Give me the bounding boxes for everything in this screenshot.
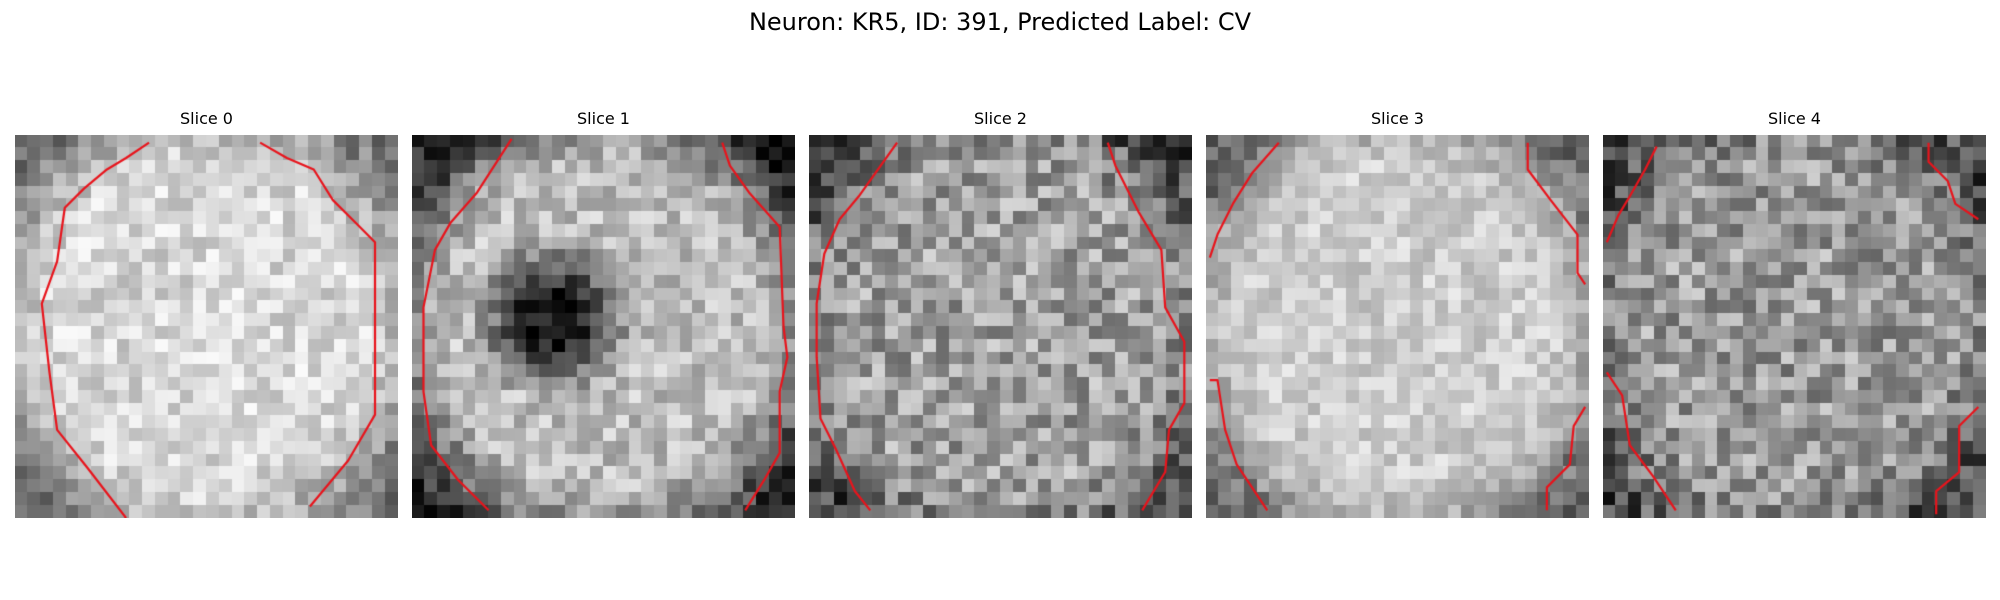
figure-title: Neuron: KR5, ID: 391, Predicted Label: C… <box>748 8 1252 36</box>
slice-image <box>809 135 1192 518</box>
slice-image <box>1603 135 1986 518</box>
slice-title: Slice 1 <box>577 109 630 128</box>
slice-image <box>15 135 398 518</box>
slice-title: Slice 0 <box>180 109 233 128</box>
slice-title: Slice 2 <box>974 109 1027 128</box>
slice-image <box>1206 135 1589 518</box>
slice-image <box>412 135 795 518</box>
slice-title: Slice 4 <box>1768 109 1821 128</box>
slice-title: Slice 3 <box>1371 109 1424 128</box>
